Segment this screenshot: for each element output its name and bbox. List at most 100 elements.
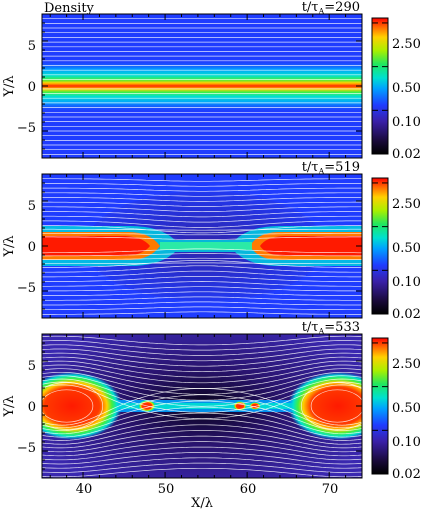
field-line — [42, 462, 362, 473]
field-line — [42, 265, 362, 273]
field-line — [42, 248, 362, 254]
field-line — [42, 201, 362, 207]
field-line — [42, 452, 362, 465]
colorbar-2-gradient — [371, 177, 389, 315]
cb1-tick-0.50: 0.50 — [392, 81, 421, 96]
field-line — [42, 371, 362, 395]
plasmoid-field-loop — [310, 389, 362, 423]
panel-1-ylabel: Y/λ — [2, 75, 17, 97]
cb3-tick-0.02: 0.02 — [392, 467, 421, 482]
cb1-tick-0.02: 0.02 — [392, 147, 421, 162]
field-line — [42, 424, 362, 445]
plasmoid-field-loop — [42, 382, 104, 430]
field-line — [42, 260, 362, 268]
panel-1: Density t/τA=290 Y/λ 5 0 −5 2.50 0.50 0.… — [2, 0, 421, 162]
field-line — [42, 384, 362, 420]
field-line — [42, 225, 362, 234]
panel-2: t/τA=519 Y/λ 5 0 −5 2.50 0.50 0.10 0.02 — [2, 160, 421, 322]
field-line — [42, 381, 362, 413]
field-line — [42, 306, 362, 311]
panel-1-axis-ticks — [42, 14, 363, 158]
ytick-0: 0 — [28, 400, 36, 415]
panel-3-colorbar: 2.50 0.50 0.10 0.02 — [371, 337, 421, 482]
panel-2-xpoint-sheet — [160, 242, 252, 250]
cb1-tick-2.50: 2.50 — [392, 37, 421, 52]
panel-3-time-label: t/τA=533 — [302, 320, 360, 336]
panel-2-time-label: t/τA=519 — [302, 160, 360, 176]
cb3-tick-0.10: 0.10 — [392, 435, 421, 450]
panel-3-heatmap — [42, 334, 362, 478]
field-line — [42, 467, 362, 478]
ytick-5: 5 — [28, 359, 36, 374]
panel-3-ylabel: Y/λ — [2, 395, 17, 417]
ytick-minus5: −5 — [17, 441, 36, 456]
plasmoid-field-loop — [300, 382, 362, 430]
field-line — [42, 211, 362, 218]
panel-1-colorbar: 2.50 0.50 0.10 0.02 — [371, 17, 421, 162]
field-line — [42, 435, 362, 453]
colorbar-3-gradient — [371, 337, 389, 475]
field-line — [42, 291, 362, 296]
panel-2-right-core — [260, 236, 362, 256]
field-line — [42, 262, 362, 265]
field-line — [42, 206, 362, 213]
x-axis-label: X/λ — [191, 496, 213, 510]
panel-2-heatmap — [42, 174, 362, 318]
field-line — [42, 220, 362, 228]
field-line — [42, 344, 362, 356]
field-line — [42, 340, 362, 351]
cb3-tick-0.50: 0.50 — [392, 401, 421, 416]
field-line — [42, 356, 362, 373]
cb2-tick-0.02: 0.02 — [392, 307, 421, 322]
panel-1-field-lines — [42, 18, 362, 155]
field-line — [42, 446, 362, 461]
panel-2-field-lines — [42, 178, 362, 315]
field-line — [42, 352, 362, 367]
panel-1-heatmap — [42, 14, 362, 158]
ytick-5: 5 — [28, 199, 36, 214]
field-line — [42, 286, 362, 292]
field-line — [42, 270, 362, 278]
field-line — [42, 301, 362, 306]
field-line — [42, 281, 362, 287]
xtick-70: 70 — [322, 482, 339, 497]
panel-3-small-plasmoid-3 — [249, 402, 261, 410]
cb3-tick-2.50: 2.50 — [392, 357, 421, 372]
ytick-minus5: −5 — [17, 121, 36, 136]
plasmoid-field-loop — [42, 389, 94, 423]
field-line — [42, 311, 362, 315]
panel-1-time-label: t/τA=290 — [302, 0, 360, 16]
field-line — [42, 187, 362, 192]
panel-2-left-core — [42, 236, 150, 256]
field-line — [42, 215, 362, 223]
ytick-0: 0 — [28, 240, 36, 255]
field-line — [42, 197, 362, 202]
ytick-0: 0 — [28, 80, 36, 95]
cb1-tick-0.10: 0.10 — [392, 115, 421, 130]
cb2-tick-0.50: 0.50 — [392, 241, 421, 256]
field-line — [42, 368, 362, 389]
panel-2-colorbar: 2.50 0.50 0.10 0.02 — [371, 177, 421, 322]
colorbar-1-gradient — [371, 17, 389, 155]
panel-2-axis-ticks — [42, 174, 363, 318]
panel-2-ylabel: Y/λ — [2, 235, 17, 257]
panel-3-yticks: 5 0 −5 — [17, 359, 36, 456]
field-line — [42, 360, 362, 378]
panel-2-yticks: 5 0 −5 — [17, 199, 36, 296]
field-line — [42, 183, 362, 187]
field-line — [42, 296, 362, 301]
field-line — [42, 412, 362, 438]
panel-3-xticks: 40 50 60 70 — [76, 482, 339, 497]
field-line — [42, 441, 362, 457]
field-line — [42, 364, 362, 384]
panel-1-yticks: 5 0 −5 — [17, 39, 36, 136]
panel-1-current-sheet — [42, 60, 362, 112]
field-line — [42, 375, 362, 401]
field-line — [42, 257, 362, 260]
field-line — [42, 406, 362, 435]
field-line — [42, 232, 362, 236]
field-line — [42, 228, 362, 231]
xtick-40: 40 — [76, 482, 93, 497]
panel-1-title: Density — [44, 1, 95, 16]
